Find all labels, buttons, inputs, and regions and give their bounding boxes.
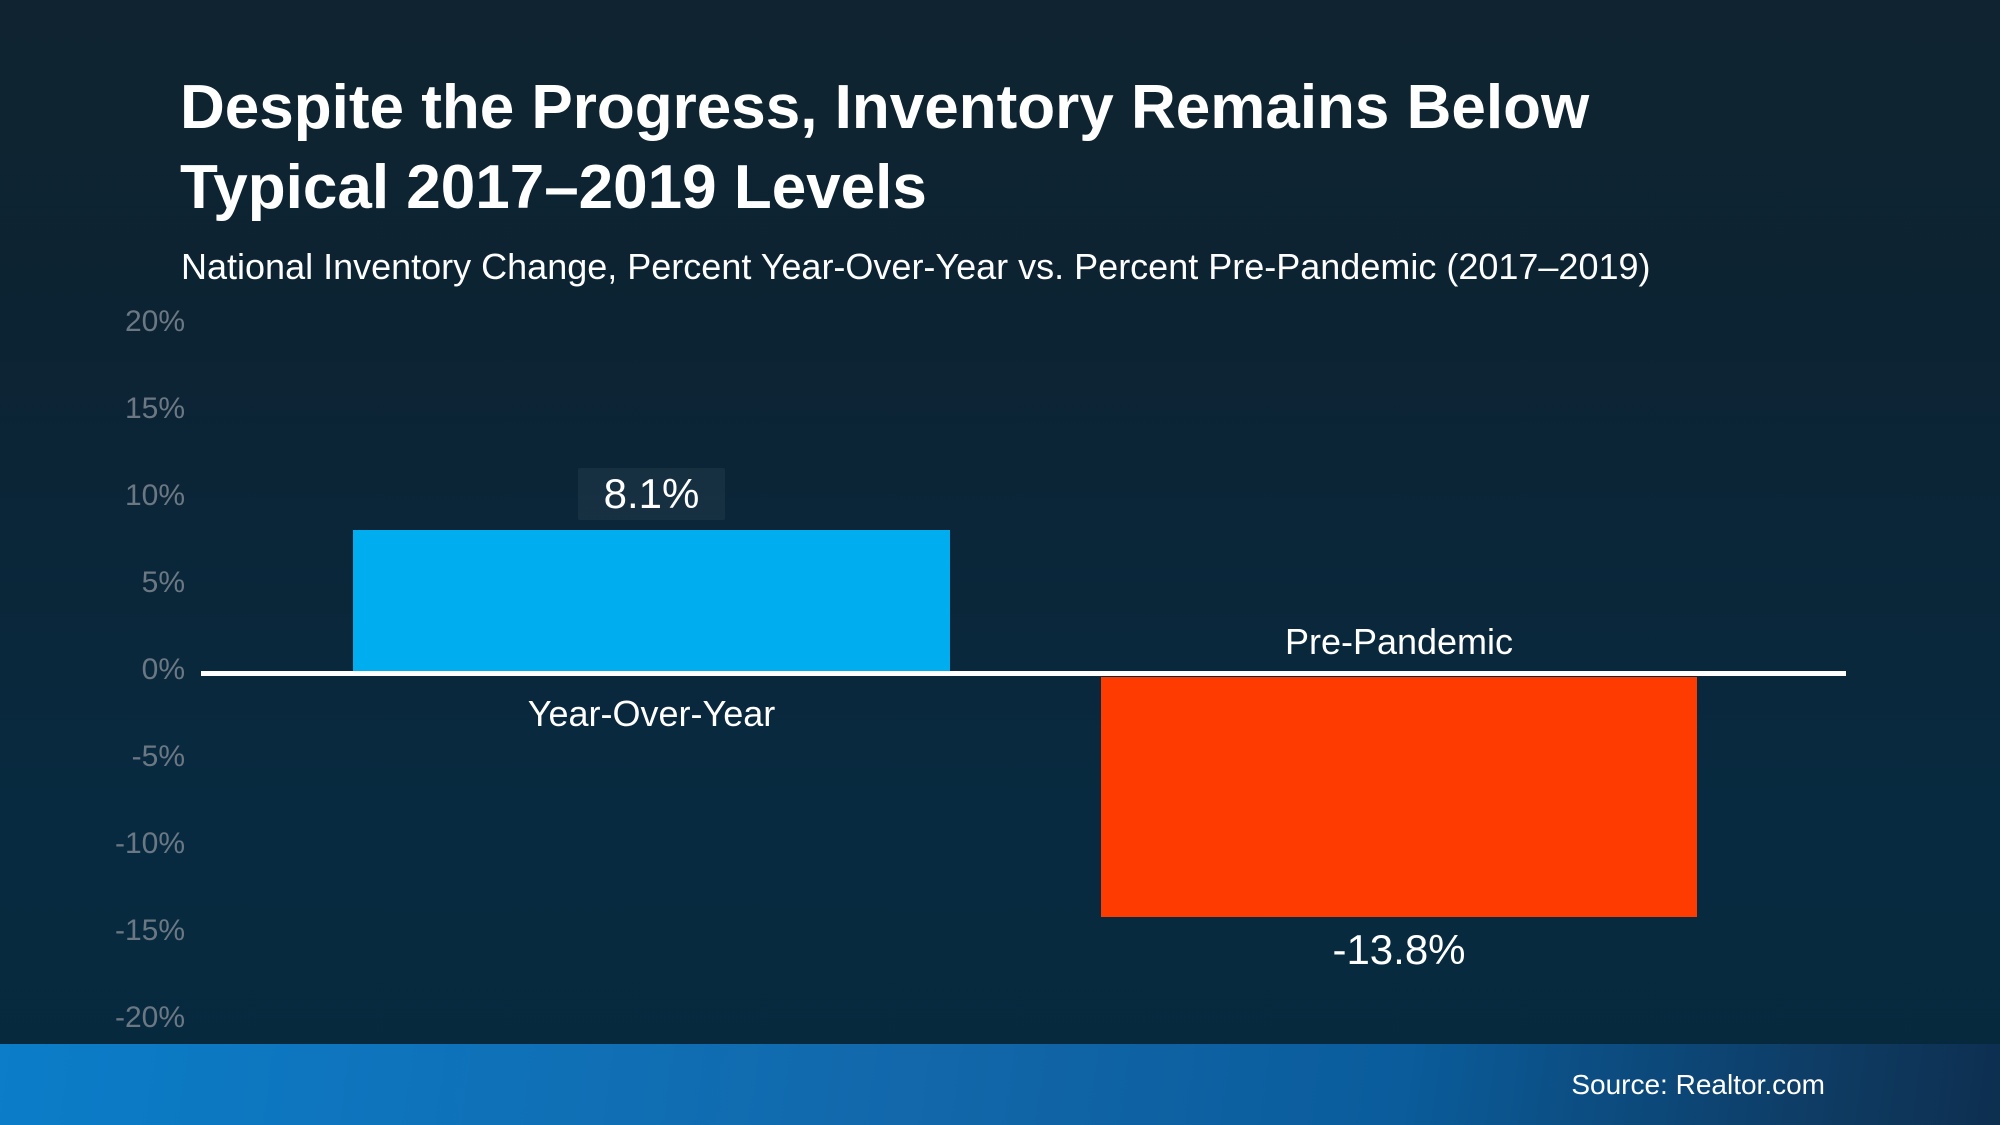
zero-axis-line <box>201 671 1846 676</box>
y-axis-tick-5: 5% <box>141 566 185 599</box>
category-label-year-over-year: Year-Over-Year <box>527 693 776 734</box>
title-line-2: Typical 2017–2019 Levels <box>180 153 927 222</box>
y-axis-tick-neg15: -15% <box>114 914 185 947</box>
value-label-year-over-year: 8.1% <box>353 468 950 520</box>
footer-band: Source: Realtor.com <box>0 1044 2000 1125</box>
bar-year-over-year <box>353 530 950 671</box>
value-badge: 8.1% <box>577 468 726 520</box>
chart-subtitle: National Inventory Change, Percent Year-… <box>181 246 1651 287</box>
page-title: Despite the Progress, Inventory Remains … <box>180 68 1830 228</box>
y-axis-tick-neg20: -20% <box>114 1001 185 1034</box>
y-axis-tick-10: 10% <box>124 479 185 512</box>
y-axis-tick-neg10: -10% <box>114 827 185 860</box>
y-axis-tick-20: 20% <box>124 305 185 338</box>
value-label-pre-pandemic: -13.8% <box>1332 926 1466 973</box>
y-axis-tick-neg5: -5% <box>131 740 185 773</box>
y-axis-tick-15: 15% <box>124 392 185 425</box>
title-line-1: Despite the Progress, Inventory Remains … <box>180 73 1590 142</box>
bar-pre-pandemic <box>1101 677 1697 917</box>
source-text: Source: Realtor.com <box>1571 1068 1825 1100</box>
y-axis-tick-0: 0% <box>141 653 185 686</box>
category-label-pre-pandemic: Pre-Pandemic <box>1284 621 1514 662</box>
